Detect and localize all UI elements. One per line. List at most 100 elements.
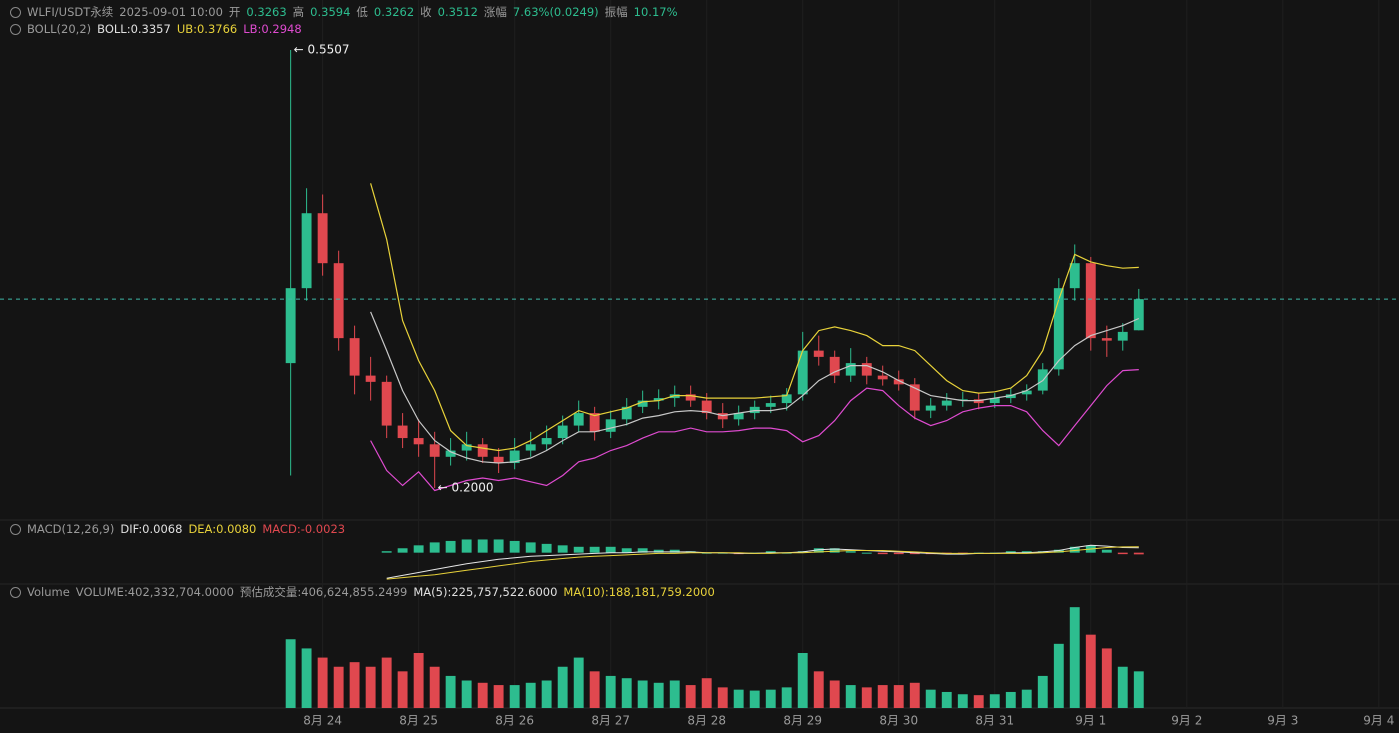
volume-bar [285, 639, 296, 708]
volume-bar [333, 666, 344, 708]
volume-bar [621, 678, 632, 708]
candle-body [1005, 394, 1016, 399]
volume-bar [445, 675, 456, 708]
x-tick-label: 8月 27 [591, 714, 630, 728]
field-value: 0.3263 [246, 5, 287, 19]
macd-bar [765, 551, 776, 553]
candle-body [1069, 263, 1080, 289]
macd-bar [573, 546, 584, 553]
macd-bar [445, 540, 456, 553]
candle-body [349, 338, 360, 376]
volume-bar [989, 694, 1000, 708]
indicator-name: BOLL(20,2) [27, 22, 92, 36]
icon [10, 23, 21, 35]
volume-bar [589, 671, 600, 708]
volume-bar [461, 680, 472, 708]
volume-bar [1133, 671, 1144, 708]
volume-bar [813, 671, 824, 708]
candle-body [941, 400, 952, 406]
candle-body [413, 438, 424, 445]
candle-body [765, 403, 776, 407]
macd-bar [829, 548, 840, 553]
macd-bar [893, 552, 904, 555]
field-value: 0.3262 [373, 5, 415, 19]
candle-body [685, 394, 696, 401]
indicator-value: UB:0.3766 [176, 22, 238, 36]
volume-bar [397, 671, 408, 708]
x-tick-label: 8月 26 [495, 714, 534, 728]
macd-bar [525, 542, 536, 553]
macd-bar [429, 542, 440, 553]
candle-body [877, 375, 888, 380]
candle-body [461, 444, 472, 451]
annotation: ← 0.2000 [438, 481, 494, 495]
volume-bar [749, 690, 760, 708]
indicator-value: MA(5):225,757,522.6000 [413, 585, 558, 599]
volume-bar [1117, 666, 1128, 708]
macd-bar [637, 548, 648, 553]
symbol: WLFI/USDT永续 [27, 5, 114, 19]
candle-body [701, 400, 712, 414]
indicator-value: BOLL:0.3357 [97, 22, 171, 36]
macd-bar [1053, 549, 1064, 553]
volume-header: Volume VOLUME:402,332,704.0000 预估成交量:406,… [10, 584, 715, 600]
volume-bar [765, 689, 776, 708]
volume-bar [797, 653, 808, 708]
macd-bar [493, 539, 504, 553]
volume-bar [1101, 648, 1112, 708]
macd-bar [477, 539, 488, 553]
macd-bar [653, 549, 664, 553]
macd-bar [877, 552, 888, 555]
x-tick-label: 9月 1 [1075, 714, 1106, 728]
candle-body [653, 398, 664, 401]
volume-bar [1069, 607, 1080, 708]
x-tick-label: 8月 25 [399, 714, 438, 728]
macd-bar [1021, 551, 1032, 553]
macd-bar [621, 548, 632, 553]
macd-line [386, 546, 1139, 580]
volume-bar [717, 687, 728, 708]
volume-bar [525, 682, 536, 708]
candle-body [973, 399, 984, 404]
x-tick-label: 9月 2 [1171, 714, 1202, 728]
candle-body [749, 406, 760, 414]
field-label: 高 [292, 5, 305, 19]
indicator-value: MA(10):188,181,759.2000 [563, 585, 715, 599]
volume-bar [637, 680, 648, 708]
field-value: 0.3594 [310, 5, 351, 19]
volume-bar [301, 648, 312, 708]
volume-bar [925, 689, 936, 708]
candle-body [333, 263, 344, 339]
header: WLFI/USDT永续 2025-09-01 10:00 开 0.3263 高 0.3… [10, 4, 678, 20]
macd-bar [397, 548, 408, 553]
candle-body [797, 350, 808, 395]
candle-body [589, 413, 600, 432]
candle-body [285, 288, 296, 364]
candle-body [1117, 331, 1128, 341]
macd-bar [1133, 552, 1144, 555]
candle-body [509, 450, 520, 464]
boll-line [370, 369, 1139, 492]
volume-bar [733, 689, 744, 708]
candle-body [925, 405, 936, 411]
x-tick-label: 8月 30 [879, 714, 918, 728]
candle-body [909, 384, 920, 411]
macd-header: MACD(12,26,9) DIF:0.0068 DEA:0.0080 MACD:-… [10, 522, 345, 536]
x-tick-label: 8月 28 [687, 714, 726, 728]
volume-bar [605, 675, 616, 708]
candle-body [445, 450, 456, 457]
macd-bar [589, 546, 600, 553]
x-tick-label: 8月 24 [303, 714, 342, 728]
macd-bar [813, 548, 824, 553]
icon [10, 586, 21, 598]
x-tick-label: 8月 31 [975, 714, 1014, 728]
volume-bar [413, 653, 424, 708]
candle-body [861, 363, 872, 376]
volume-bar [957, 694, 968, 708]
volume-bar [909, 682, 920, 708]
candle-body [733, 413, 744, 420]
candle-body [397, 425, 408, 439]
macd-bar [669, 549, 680, 553]
volume-bar [653, 682, 664, 708]
macd-bar [605, 546, 616, 553]
